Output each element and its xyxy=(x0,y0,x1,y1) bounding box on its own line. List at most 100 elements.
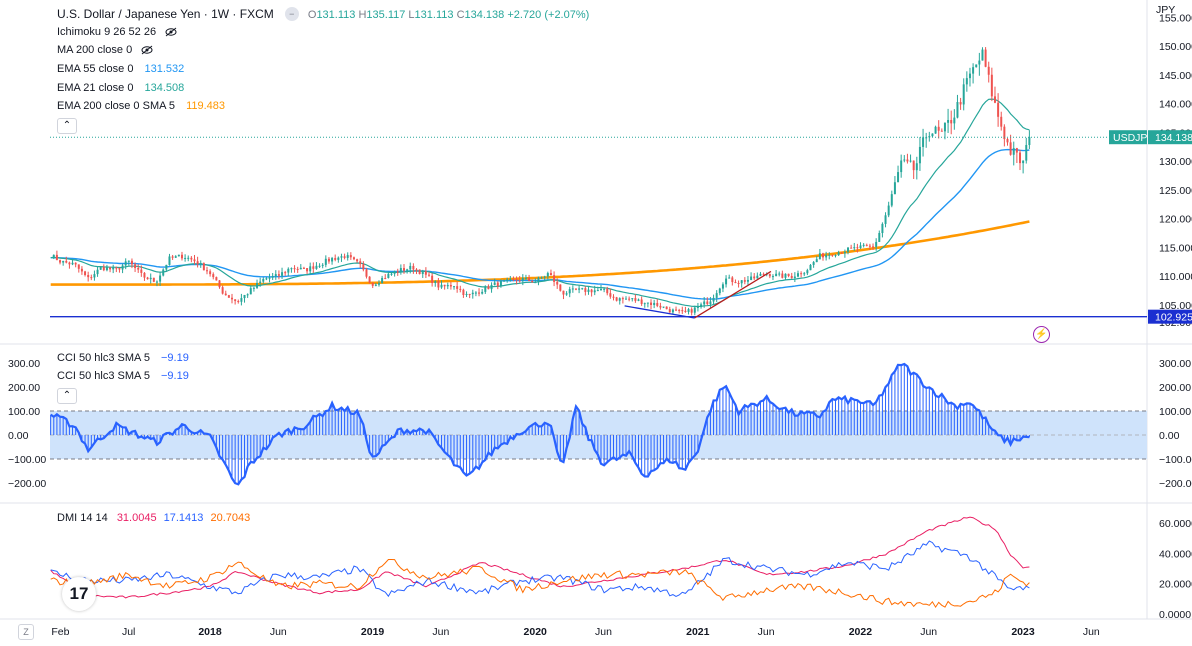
candle xyxy=(678,308,681,314)
candle xyxy=(671,308,674,314)
collapse-cci-legend-button[interactable]: ⌃ xyxy=(57,388,77,404)
tradingview-logo[interactable]: 17 xyxy=(62,577,96,611)
legend-more-icon[interactable]: − xyxy=(284,7,299,21)
candle-body xyxy=(468,293,471,295)
candle-body xyxy=(853,247,856,249)
last-price-label: 134.138 xyxy=(1155,132,1192,144)
candle-body xyxy=(556,281,559,285)
ema55-legend[interactable]: EMA 55 close 0 131.532 xyxy=(57,62,184,76)
ichimoku-label: Ichimoku 9 26 52 26 xyxy=(57,26,157,38)
candle xyxy=(715,290,718,303)
ema200-legend[interactable]: EMA 200 close 0 SMA 5 119.483 xyxy=(57,99,225,113)
cci1-legend[interactable]: CCI 50 hlc3 SMA 5 −9.19 xyxy=(57,351,189,365)
candle-body xyxy=(187,257,190,259)
candle-body xyxy=(718,288,721,294)
candle xyxy=(537,276,540,286)
candle-body xyxy=(703,301,706,305)
hidden-eye-icon[interactable] xyxy=(141,45,153,55)
candle xyxy=(243,294,246,303)
ema21-value: 134.508 xyxy=(144,82,185,94)
candle-body xyxy=(950,120,953,124)
candle-body xyxy=(993,96,996,103)
candle xyxy=(840,252,843,255)
candle xyxy=(984,47,987,68)
candle-body xyxy=(503,280,506,282)
cci2-label: CCI 50 hlc3 SMA 5 xyxy=(57,370,150,382)
candle-body xyxy=(256,283,259,288)
candle-body xyxy=(731,277,734,283)
candle-body xyxy=(975,64,978,68)
candle xyxy=(84,270,87,277)
candle-body xyxy=(912,160,915,171)
candle xyxy=(571,285,574,293)
candle xyxy=(177,254,180,257)
lightning-icon[interactable]: ⚡ xyxy=(1033,326,1050,343)
candle-body xyxy=(728,277,731,279)
candle xyxy=(997,93,1000,127)
candle xyxy=(309,262,312,275)
candle xyxy=(681,306,684,314)
candle-body xyxy=(102,267,105,271)
candle xyxy=(656,299,659,308)
candle-body xyxy=(221,287,224,294)
candle-body xyxy=(690,309,693,313)
candle-body xyxy=(840,252,843,254)
ichimoku-legend[interactable]: Ichimoku 9 26 52 26 xyxy=(57,25,177,39)
candle xyxy=(975,64,978,68)
candle xyxy=(384,274,387,280)
zoom-toggle-button[interactable]: Z xyxy=(18,624,34,640)
candle xyxy=(653,299,656,309)
time-tick-label: Jun xyxy=(1083,626,1100,638)
candle xyxy=(1015,147,1018,164)
candle xyxy=(818,248,821,260)
candle-body xyxy=(321,264,324,266)
candle xyxy=(718,287,721,296)
candle-body xyxy=(80,268,83,272)
candle xyxy=(356,258,359,263)
candle-body xyxy=(972,67,975,74)
candle-body xyxy=(612,296,615,298)
candle xyxy=(906,153,909,164)
candle xyxy=(703,297,706,308)
price-tick-label: 145.000 xyxy=(1159,70,1192,82)
ma200-legend[interactable]: MA 200 close 0 xyxy=(57,43,153,57)
candle-body xyxy=(775,273,778,277)
candle xyxy=(478,288,481,297)
candle xyxy=(825,251,828,261)
candle xyxy=(934,125,937,134)
dmi-legend[interactable]: DMI 14 14 31.0045 17.1413 20.7043 xyxy=(57,511,250,525)
cci2-legend[interactable]: CCI 50 hlc3 SMA 5 −9.19 xyxy=(57,369,189,383)
candle-body xyxy=(828,254,831,256)
candle xyxy=(399,264,402,275)
dmi-pane xyxy=(50,516,1030,609)
symbol-legend[interactable]: U.S. Dollar / Japanese Yen · 1W · FXCM −… xyxy=(57,7,589,22)
candle xyxy=(246,293,249,298)
candle-body xyxy=(628,298,631,300)
candle-body xyxy=(631,298,634,300)
time-tick-label: 2020 xyxy=(524,626,548,638)
candle xyxy=(518,276,521,283)
candle xyxy=(965,71,968,92)
candle-body xyxy=(753,276,756,279)
candle-body xyxy=(653,302,656,305)
candle-body xyxy=(762,273,765,275)
time-tick-label: 2022 xyxy=(849,626,873,638)
candle xyxy=(549,269,552,276)
hidden-eye-icon[interactable] xyxy=(165,27,177,37)
candle-body xyxy=(700,304,703,308)
candle xyxy=(168,253,171,266)
candle-body xyxy=(277,274,280,276)
candle xyxy=(847,246,850,255)
ema55-value: 131.532 xyxy=(144,63,185,75)
ema21-legend[interactable]: EMA 21 close 0 134.508 xyxy=(57,81,184,95)
candle xyxy=(281,267,284,279)
collapse-legend-button[interactable]: ⌃ xyxy=(57,118,77,134)
currency-label[interactable]: JPY xyxy=(1156,4,1176,16)
candle-body xyxy=(915,163,918,171)
trendline-down xyxy=(624,305,695,319)
candle-body xyxy=(837,252,840,256)
candle xyxy=(568,286,571,298)
ema21-line xyxy=(50,98,1030,308)
price-tick-label: 130.000 xyxy=(1159,156,1192,168)
